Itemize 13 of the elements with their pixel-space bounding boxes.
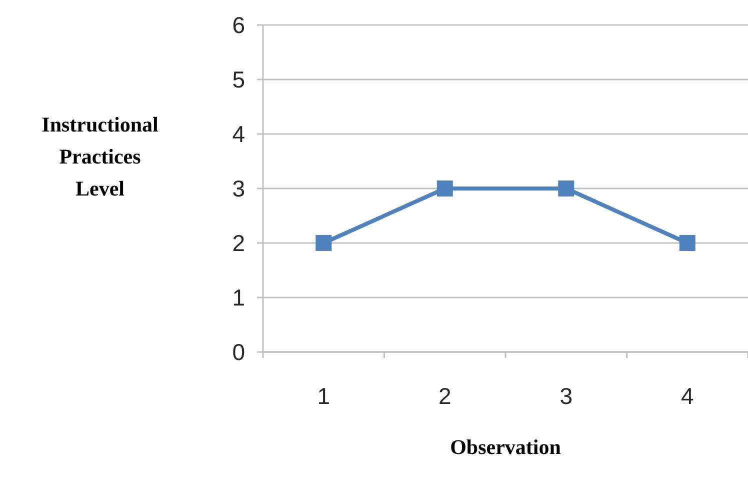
y-tick-label: 6: [232, 12, 245, 38]
y-tick-label: 0: [232, 339, 245, 366]
y-tick-label: 1: [232, 284, 245, 311]
y-tick-label: 4: [232, 121, 246, 148]
x-tick-label: 3: [560, 383, 573, 409]
x-axis-title: Observation: [450, 435, 562, 459]
x-tick-label: 2: [438, 383, 452, 409]
y-axis-title: Instructional Practices Level: [42, 112, 158, 200]
y-tick-label: 2: [232, 230, 245, 256]
y-tick-label: 3: [232, 176, 245, 202]
x-tick-label: 1: [317, 383, 330, 409]
x-tick-label: 4: [680, 383, 694, 409]
y-tick-label: 5: [232, 66, 245, 93]
